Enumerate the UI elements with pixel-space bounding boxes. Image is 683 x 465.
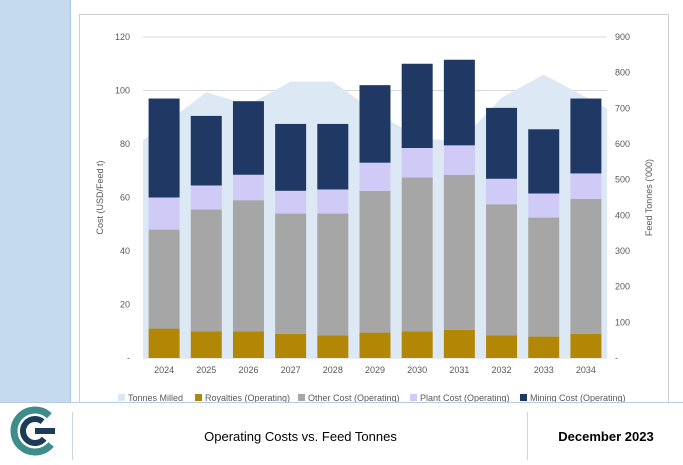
bar-other-cost-operating-2029 — [359, 190, 391, 333]
x-tick-label: 2025 — [196, 365, 216, 375]
x-tick-label: 2024 — [154, 365, 174, 375]
bar-royalties-operating-2027 — [275, 333, 307, 358]
x-tick-label: 2029 — [365, 365, 385, 375]
bar-plant-cost-operating-2027 — [275, 190, 307, 214]
bar-plant-cost-operating-2028 — [317, 189, 349, 214]
footer-bar — [0, 402, 683, 465]
bar-other-cost-operating-2024 — [148, 229, 180, 329]
bar-other-cost-operating-2026 — [232, 200, 264, 332]
legend-label-royalties-operating: Royalties (Operating) — [205, 393, 290, 403]
y2-tick-label: 400 — [615, 210, 630, 220]
bar-plant-cost-operating-2024 — [148, 197, 180, 230]
company-logo — [8, 404, 62, 458]
bar-mining-cost-operating-2027 — [275, 123, 307, 191]
bar-plant-cost-operating-2032 — [486, 178, 518, 205]
legend-swatch-other-cost-operating — [298, 394, 305, 401]
x-tick-label: 2030 — [407, 365, 427, 375]
bar-plant-cost-operating-2029 — [359, 162, 391, 191]
bar-other-cost-operating-2027 — [275, 213, 307, 334]
y-tick-label: 20 — [120, 300, 130, 310]
bar-royalties-operating-2029 — [359, 332, 391, 358]
bar-royalties-operating-2026 — [232, 331, 264, 358]
y-tick-label: 120 — [115, 32, 130, 42]
bar-mining-cost-operating-2032 — [486, 107, 518, 179]
bar-other-cost-operating-2025 — [190, 209, 222, 332]
legend-label-other-cost-operating: Other Cost (Operating) — [308, 393, 400, 403]
y2-tick-label: 500 — [615, 175, 630, 185]
bar-plant-cost-operating-2026 — [232, 174, 264, 201]
y2-tick-label: 100 — [615, 317, 630, 327]
y-tick-label: 60 — [120, 193, 130, 203]
chart-frame: - 20 40 60 80 100 120 - 100 200 300 400 500 600 700 800… — [79, 14, 669, 412]
legend-label-mining-cost-operating: Mining Cost (Operating) — [530, 393, 626, 403]
left-accent-band — [0, 0, 71, 402]
bar-mining-cost-operating-2029 — [359, 85, 391, 163]
bar-other-cost-operating-2033 — [528, 217, 560, 337]
bar-mining-cost-operating-2033 — [528, 129, 560, 194]
y2-tick-label: 600 — [615, 139, 630, 149]
bar-mining-cost-operating-2024 — [148, 98, 180, 198]
y-tick-label: 40 — [120, 246, 130, 256]
y2-tick-label: 200 — [615, 282, 630, 292]
bar-mining-cost-operating-2031 — [443, 59, 475, 146]
footer-title: Operating Costs vs. Feed Tonnes — [72, 412, 528, 460]
bar-royalties-operating-2031 — [443, 329, 475, 358]
bar-plant-cost-operating-2034 — [570, 173, 602, 199]
bar-mining-cost-operating-2025 — [190, 115, 222, 186]
x-tick-label: 2032 — [492, 365, 512, 375]
y2-tick-label: - — [615, 353, 618, 363]
legend-swatch-plant-cost-operating — [410, 394, 417, 401]
y2-tick-label: 900 — [615, 32, 630, 42]
bar-other-cost-operating-2032 — [486, 204, 518, 336]
x-tick-label: 2027 — [281, 365, 301, 375]
y2-axis-title: Feed Tonnes ('000) — [644, 159, 654, 236]
y2-tick-label: 800 — [615, 68, 630, 78]
bar-royalties-operating-2024 — [148, 328, 180, 358]
legend-label-plant-cost-operating: Plant Cost (Operating) — [420, 393, 510, 403]
x-tick-label: 2033 — [534, 365, 554, 375]
company-c-logo-icon — [10, 406, 60, 456]
bar-plant-cost-operating-2025 — [190, 185, 222, 210]
legend-swatch-royalties-operating — [195, 394, 202, 401]
stacked-cost-chart: - 20 40 60 80 100 120 - 100 200 300 400 500 600 700 800… — [95, 32, 654, 403]
bar-mining-cost-operating-2028 — [317, 123, 349, 190]
bar-mining-cost-operating-2034 — [570, 98, 602, 174]
bar-royalties-operating-2032 — [486, 335, 518, 358]
bar-royalties-operating-2034 — [570, 333, 602, 358]
bar-mining-cost-operating-2030 — [401, 63, 433, 149]
bar-other-cost-operating-2028 — [317, 213, 349, 336]
bar-royalties-operating-2033 — [528, 336, 560, 358]
bar-other-cost-operating-2034 — [570, 198, 602, 334]
x-tick-label: 2031 — [449, 365, 469, 375]
x-tick-label: 2026 — [238, 365, 258, 375]
bar-plant-cost-operating-2033 — [528, 193, 560, 218]
bar-mining-cost-operating-2026 — [232, 101, 264, 175]
bar-other-cost-operating-2030 — [401, 177, 433, 332]
legend-swatch-tonnes-milled — [118, 394, 125, 401]
bar-royalties-operating-2030 — [401, 331, 433, 358]
y-tick-label: 100 — [115, 86, 130, 96]
legend-label-tonnes-milled: Tonnes Milled — [128, 393, 183, 403]
bar-plant-cost-operating-2030 — [401, 148, 433, 178]
y2-tick-label: 300 — [615, 246, 630, 256]
y-axis-title: Cost (USD/Feed t) — [95, 160, 105, 234]
bar-royalties-operating-2025 — [190, 331, 222, 358]
y-tick-label: - — [127, 353, 130, 363]
bar-other-cost-operating-2031 — [443, 174, 475, 330]
x-tick-label: 2034 — [576, 365, 596, 375]
x-tick-label: 2028 — [323, 365, 343, 375]
bar-plant-cost-operating-2031 — [443, 145, 475, 175]
footer-date: December 2023 — [527, 412, 683, 460]
y-tick-label: 80 — [120, 139, 130, 149]
y2-tick-label: 700 — [615, 103, 630, 113]
bar-royalties-operating-2028 — [317, 335, 349, 358]
legend-swatch-mining-cost-operating — [520, 394, 527, 401]
